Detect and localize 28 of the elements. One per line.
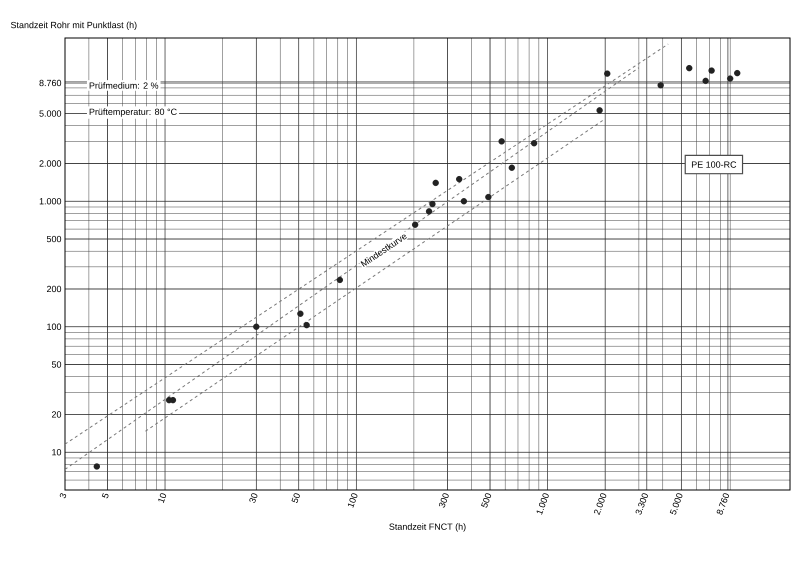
annotation: PE 100-RC (692, 161, 736, 168)
x-tick-label: 500 (481, 493, 492, 508)
x-tick-label: 50 (291, 493, 300, 503)
x-tick-label: 2.000 (594, 493, 606, 516)
x-tick-label: 8.760 (716, 493, 729, 515)
y-tick-label: 5.000 (39, 110, 62, 117)
x-tick-label: 100 (348, 493, 358, 508)
x-tick-label: 1.000 (536, 493, 549, 515)
y-tick-label: 8.760 (39, 80, 62, 86)
y-tick-label: 100 (47, 324, 62, 330)
x-tick-label: 3 (60, 493, 66, 498)
x-tick-label: 5 (102, 492, 108, 498)
y-axis-title: Standzeit Rohr mit Punktlast (h) (10, 22, 137, 30)
x-tick-label: 3.300 (636, 493, 648, 515)
y-tick-label: 50 (52, 361, 62, 368)
x-tick-label: 5.000 (670, 493, 682, 515)
y-tick-label: 1.000 (40, 198, 62, 204)
x-axis-title: Standzeit FNCT (h) (389, 523, 466, 532)
y-tick-label: 10 (52, 449, 62, 456)
x-tick-label: 10 (158, 493, 166, 504)
annotation: Prüfmedium: 2 % (90, 82, 158, 89)
x-tick-label: 300 (438, 493, 449, 508)
annotation: Prüftemperatur: 80 °C (90, 108, 177, 117)
y-tick-label: 500 (46, 236, 62, 242)
y-tick-label: 200 (46, 286, 62, 292)
y-tick-label: 2.000 (39, 160, 62, 167)
x-tick-label: 30 (249, 493, 258, 503)
y-tick-label: 20 (52, 411, 62, 418)
